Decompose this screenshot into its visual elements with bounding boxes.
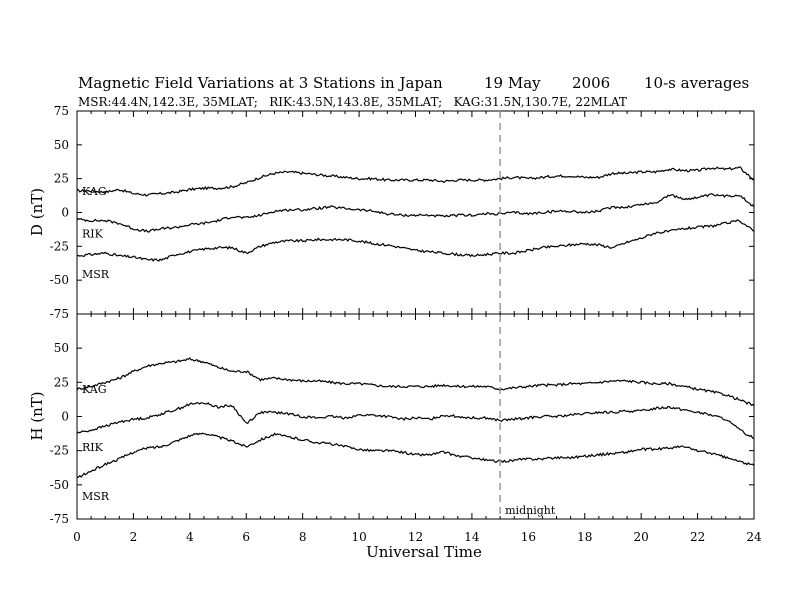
d-axis-label: D (nT) [28, 188, 46, 236]
h-ytick-label: -50 [50, 478, 69, 492]
h-series-label-kag: KAG [82, 383, 107, 396]
d-series-kag [76, 166, 755, 197]
x-tick-label: 6 [242, 530, 250, 544]
d-ytick-label: 0 [61, 206, 69, 220]
d-series-label-msr: MSR [82, 268, 110, 281]
d-panel: 75 50 25 0 -25 -50 -75 KAG RIK MSR [50, 104, 755, 321]
h-panel-frame [76, 313, 755, 520]
h-axis-label: H (nT) [28, 391, 46, 440]
x-tick-label: 22 [690, 530, 705, 544]
d-series-msr [76, 219, 755, 262]
x-tick-label: 0 [73, 530, 81, 544]
d-ytick-label: 75 [54, 104, 69, 118]
x-axis: 0 2 4 6 8 10 12 14 16 18 20 22 24 [73, 111, 762, 544]
h-ytick-label: -75 [50, 512, 69, 526]
d-ytick-label: 50 [54, 138, 69, 152]
h-ytick-label: 50 [54, 341, 69, 355]
chart-title: Magnetic Field Variations at 3 Stations … [78, 74, 443, 92]
h-ytick-label: 0 [61, 410, 69, 424]
midnight-annotation: midnight [505, 504, 556, 517]
x-tick-label: 12 [408, 530, 423, 544]
d-ytick-label: -50 [50, 273, 69, 287]
h-series-msr [76, 432, 755, 479]
x-tick-label: 4 [186, 530, 194, 544]
h-ytick-label: 25 [54, 375, 69, 389]
x-tick-label: 10 [351, 530, 366, 544]
chart-averaging: 10-s averages [644, 74, 749, 92]
d-panel-frame [76, 110, 755, 315]
h-panel: 50 25 0 -25 -50 -75 midnight KAG RIK MSR [50, 314, 755, 526]
d-series-rik [76, 193, 755, 233]
x-axis-label: Universal Time [366, 543, 482, 561]
x-tick-label: 18 [577, 530, 592, 544]
d-series-label-kag: KAG [82, 185, 107, 198]
d-ytick-label: -75 [50, 307, 69, 321]
chart-year: 2006 [572, 74, 610, 92]
x-tick-label: 24 [746, 530, 762, 544]
station-coordinates: MSR:44.4N,142.3E, 35MLAT; RIK:43.5N,143.… [78, 95, 627, 109]
h-series-label-msr: MSR [82, 490, 110, 503]
h-series-label-rik: RIK [82, 441, 104, 454]
chart-date: 19 May [484, 74, 541, 92]
x-tick-label: 2 [130, 530, 138, 544]
d-ytick-label: -25 [50, 239, 69, 253]
x-tick-label: 20 [634, 530, 649, 544]
x-tick-label: 8 [299, 530, 307, 544]
x-tick-label: 14 [464, 530, 480, 544]
h-series-kag [76, 357, 755, 407]
x-tick-label: 16 [521, 530, 536, 544]
h-ytick-label: -25 [50, 444, 69, 458]
h-series-rik [76, 402, 755, 439]
d-ytick-label: 25 [54, 172, 69, 186]
d-series-label-rik: RIK [82, 227, 104, 240]
